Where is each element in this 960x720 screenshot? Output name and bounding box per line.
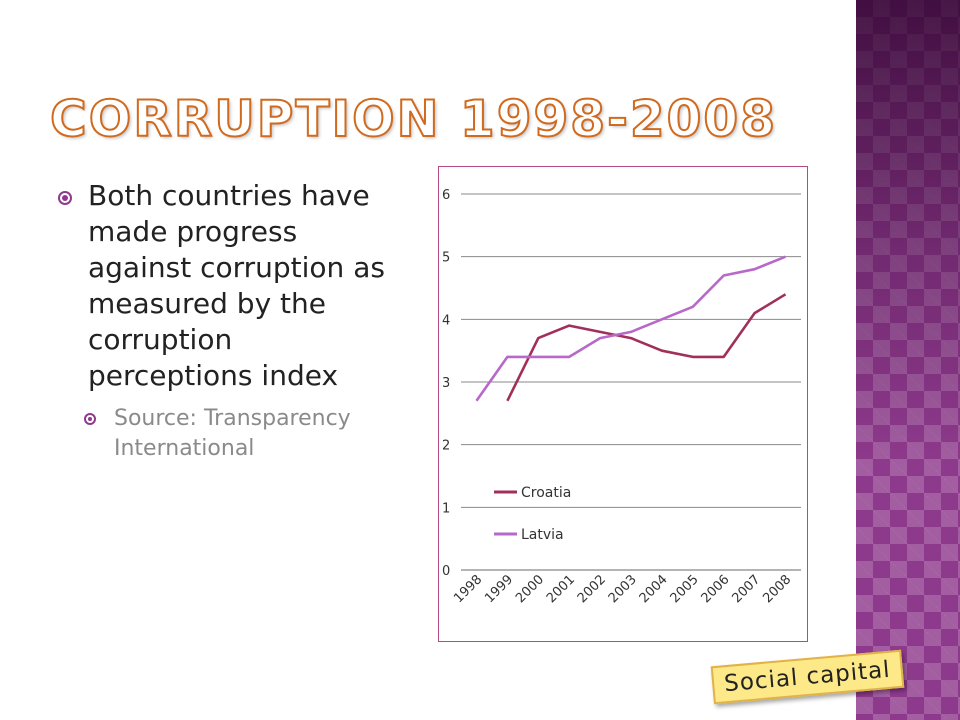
series-line-croatia: [506, 293, 787, 402]
bullet-icon: [58, 191, 72, 205]
x-tick-label: 1998: [451, 572, 485, 606]
x-tick-label: 2000: [513, 572, 547, 606]
series-line-latvia: [475, 255, 786, 402]
bullet-list: Both countries have made progress agains…: [58, 178, 398, 464]
x-tick-label: 2006: [699, 572, 733, 606]
bullet-main: Both countries have made progress agains…: [58, 178, 398, 394]
bullet-sub-text: Source: Transparency International: [114, 406, 351, 461]
legend-label: Latvia: [521, 527, 564, 543]
chart-frame: 0 1 2 3 4 5 6 1998 1999 2000 2001 2002 2003 2004 2005 2…: [438, 166, 808, 642]
y-tick-label: 6: [442, 188, 450, 203]
x-tick-label: 2002: [575, 572, 609, 606]
bullet-sub: Source: Transparency International: [84, 404, 398, 464]
y-tick-label: 5: [442, 251, 450, 266]
y-tick-label: 3: [442, 376, 450, 391]
slide-title: CORRUPTION 1998-2008: [49, 89, 777, 149]
x-tick-label: 1999: [482, 572, 516, 606]
x-tick-label: 2003: [606, 572, 640, 606]
bullet-icon: [84, 413, 96, 425]
x-tick-label: 2005: [668, 572, 702, 606]
x-tick-label: 2008: [760, 572, 794, 606]
line-chart: 0123456199819992000200120022003200420052…: [442, 188, 801, 606]
y-tick-label: 4: [442, 313, 450, 328]
x-tick-label: 2004: [637, 572, 671, 606]
x-tick-label: 2001: [544, 572, 578, 606]
x-tick-label: 2007: [729, 572, 763, 606]
y-tick-label: 0: [442, 564, 450, 579]
legend-label: Croatia: [521, 485, 571, 501]
y-tick-label: 1: [442, 501, 450, 516]
side-strip-shade: [856, 0, 960, 720]
y-tick-label: 2: [442, 439, 450, 454]
bullet-main-text: Both countries have made progress agains…: [88, 179, 385, 392]
